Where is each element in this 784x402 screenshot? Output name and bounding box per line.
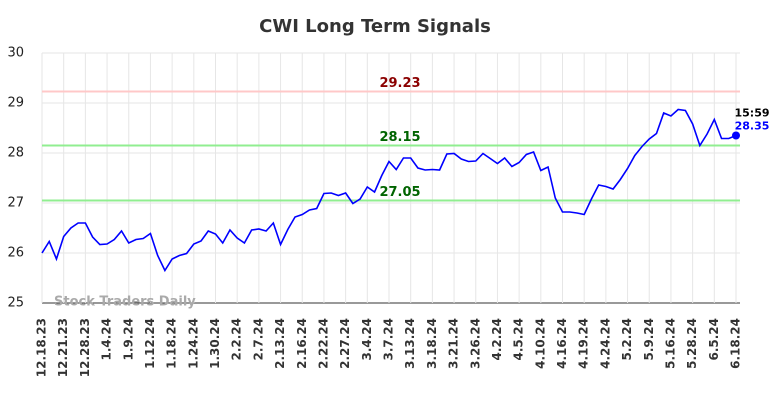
x-tick-label: 4.10.24: [533, 318, 547, 369]
y-tick-label: 26: [7, 246, 24, 261]
chart-title: CWI Long Term Signals: [259, 16, 491, 37]
x-tick-label: 12.21.23: [56, 318, 70, 377]
x-tick-label: 2.13.24: [273, 318, 287, 369]
x-tick-label: 12.18.23: [35, 318, 49, 377]
x-tick-label: 2.16.24: [295, 318, 309, 369]
x-tick-label: 6.18.24: [729, 318, 743, 369]
last-time: 15:59: [734, 107, 769, 120]
x-tick-label: 2.7.24: [251, 318, 265, 361]
x-tick-label: 5.28.24: [685, 318, 699, 369]
x-tick-label: 3.13.24: [403, 318, 417, 369]
x-tick-label: 3.4.24: [360, 318, 374, 361]
x-tick-label: 1.12.24: [143, 318, 157, 369]
x-tick-label: 6.5.24: [707, 318, 721, 361]
x-tick-label: 3.21.24: [447, 318, 461, 369]
x-tick-label: 5.9.24: [642, 318, 656, 361]
x-tick-label: 1.18.24: [165, 318, 179, 369]
y-tick-label: 27: [7, 196, 24, 211]
x-tick-label: 5.2.24: [620, 318, 634, 361]
x-tick-label: 2.27.24: [338, 318, 352, 369]
x-tick-label: 3.7.24: [382, 318, 396, 361]
x-tick-label: 2.2.24: [230, 318, 244, 361]
x-tick-label: 1.9.24: [121, 318, 135, 361]
x-tick-label: 4.2.24: [490, 318, 504, 361]
x-tick-label: 12.28.23: [78, 318, 92, 377]
y-tick-label: 28: [7, 146, 24, 161]
x-tick-label: 4.5.24: [512, 318, 526, 361]
x-tick-label: 3.26.24: [468, 318, 482, 369]
price-line: [41, 108, 737, 273]
x-tick-label: 1.30.24: [208, 318, 222, 369]
last-point: [732, 131, 740, 140]
x-tick-label: 4.19.24: [577, 318, 591, 369]
level-label: 27.05: [379, 185, 420, 200]
level-label: 29.23: [379, 76, 420, 91]
last-value: 28.35: [735, 120, 770, 133]
x-tick-label: 4.24.24: [598, 318, 612, 369]
x-tick-label: 5.16.24: [663, 318, 677, 369]
y-tick-label: 25: [7, 296, 24, 311]
x-tick-label: 4.16.24: [555, 318, 569, 369]
x-tick-label: 1.24.24: [186, 318, 200, 369]
x-tick-label: 2.22.24: [316, 318, 330, 369]
x-tick-label: 3.18.24: [425, 318, 439, 369]
watermark: Stock Traders Daily: [54, 295, 196, 310]
y-tick-label: 29: [7, 96, 24, 111]
x-tick-label: 1.4.24: [100, 318, 114, 361]
level-label: 28.15: [379, 130, 420, 145]
y-tick-label: 30: [7, 46, 24, 61]
